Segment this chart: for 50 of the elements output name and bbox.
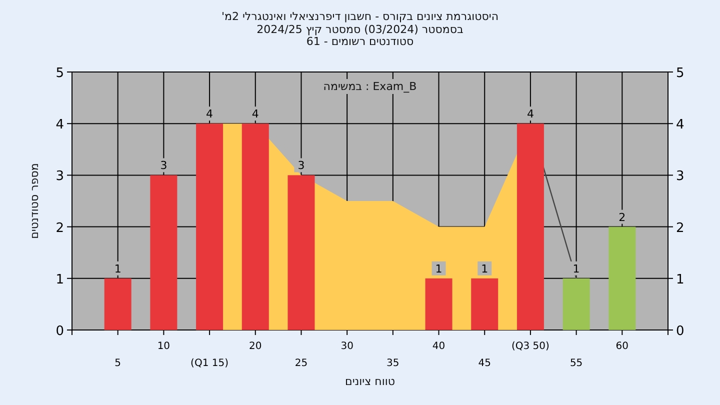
bar bbox=[242, 124, 269, 330]
x-tick-label: 30 bbox=[340, 341, 354, 352]
y-tick-label: 1 bbox=[56, 272, 64, 288]
text: סטודנטים רשומים - 61 bbox=[306, 35, 414, 48]
bar bbox=[425, 278, 452, 330]
x-tick-label: (Q1 15) bbox=[190, 358, 229, 369]
data-label: 4 bbox=[252, 108, 259, 121]
text: בסמסטר (03/2024) סמסטר קיץ 2024/25 bbox=[256, 23, 464, 36]
x-tick-label: 25 bbox=[294, 358, 308, 369]
bar bbox=[196, 124, 224, 330]
bar bbox=[471, 278, 498, 330]
bar bbox=[608, 226, 636, 330]
data-label: 3 bbox=[298, 159, 305, 172]
data-label: 1 bbox=[481, 262, 488, 276]
y2-tick-label: 2 bbox=[676, 220, 684, 236]
bar bbox=[562, 278, 590, 330]
bar bbox=[288, 175, 315, 330]
data-label: 2 bbox=[618, 210, 626, 224]
bar bbox=[150, 175, 178, 330]
y-tick-label: 3 bbox=[56, 169, 64, 184]
y-tick-label: 5 bbox=[56, 66, 64, 81]
x-tick-label: 10 bbox=[157, 341, 170, 352]
data-label: 1 bbox=[435, 262, 442, 276]
bar bbox=[104, 278, 132, 330]
data-label: 1 bbox=[114, 262, 122, 276]
bar bbox=[516, 124, 544, 330]
x-tick-label: 40 bbox=[432, 341, 446, 352]
data-label: 4 bbox=[526, 108, 534, 121]
x-tick-label: 5 bbox=[114, 358, 122, 369]
y2-tick-label: 3 bbox=[676, 169, 684, 184]
y-tick-label: 0 bbox=[56, 324, 64, 339]
data-label: 1 bbox=[572, 262, 580, 276]
chart-title: 'היסטוגרמת ציונים בקורס - חשבון דיפרנציאלי ואינטגרלי 2מ bbox=[221, 10, 499, 23]
annotation: במשימה : Exam_B bbox=[323, 80, 417, 93]
y2-tick-label: 4 bbox=[676, 118, 684, 133]
y2-tick-label: 1 bbox=[676, 272, 684, 288]
y2-tick-label: 0 bbox=[676, 324, 684, 339]
data-label: 3 bbox=[160, 159, 168, 172]
x-tick-label: 20 bbox=[249, 341, 262, 352]
x-tick-label: 60 bbox=[616, 341, 629, 352]
y-tick-label: 4 bbox=[56, 118, 64, 133]
data-label: 4 bbox=[206, 108, 214, 121]
y-tick-label: 2 bbox=[56, 220, 64, 236]
x-tick-label: 55 bbox=[570, 358, 583, 369]
x-tick-label: 45 bbox=[478, 358, 491, 369]
x-tick-label: (Q3 50) bbox=[511, 341, 550, 352]
x-tick-label: 35 bbox=[386, 358, 400, 369]
x-axis-title: טווח ציונים bbox=[345, 375, 395, 388]
y-axis-title: מספר סטודנטים bbox=[28, 163, 41, 239]
y2-tick-label: 5 bbox=[676, 66, 684, 81]
